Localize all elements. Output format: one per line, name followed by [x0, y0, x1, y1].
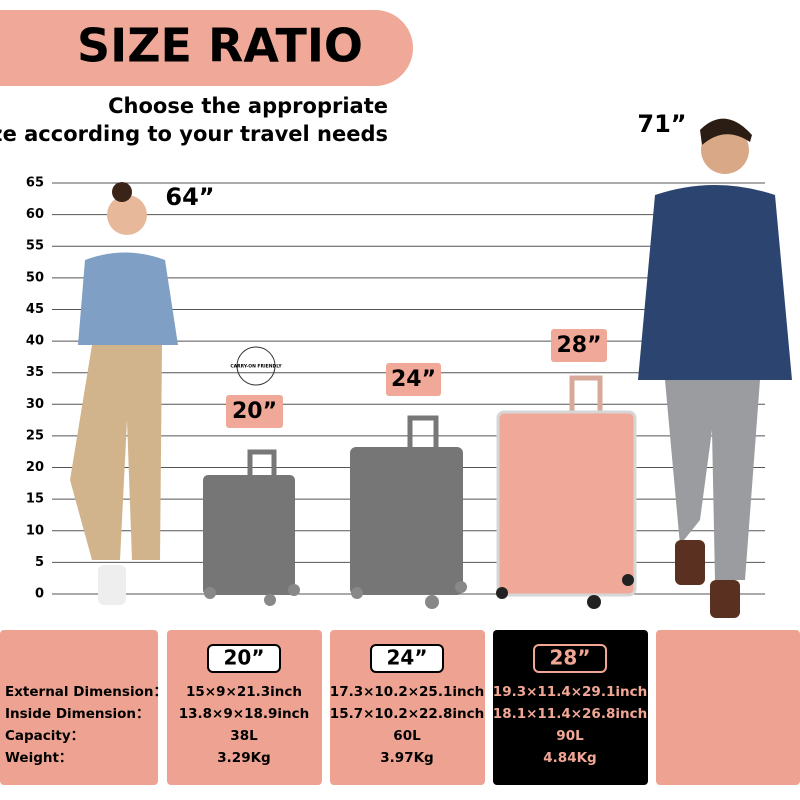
panel	[330, 630, 485, 785]
scale-label: 45	[26, 302, 44, 317]
size-box	[386, 363, 441, 396]
cell: 60L	[393, 728, 421, 744]
cell: 3.29Kg	[217, 750, 270, 766]
cell: 19.3×11.4×29.1inch	[493, 684, 647, 700]
scale-label: 50	[26, 270, 44, 285]
row-label: External Dimension：	[5, 684, 167, 700]
woman	[70, 182, 178, 605]
cell: 15.7×10.2×22.8inch	[330, 706, 484, 722]
subtitle: size according to your travel needs	[0, 122, 388, 146]
scale-label: 10	[26, 523, 44, 538]
scale-label: 0	[35, 587, 44, 602]
scale-label: 20	[26, 460, 44, 475]
cell: 15×9×21.3inch	[186, 684, 302, 700]
panel	[656, 630, 800, 785]
height-label: 64”	[165, 183, 214, 211]
size-header: 24”	[387, 646, 428, 670]
size-label: 28”	[556, 333, 601, 358]
scale-label: 35	[26, 365, 44, 380]
size-box	[551, 329, 607, 362]
badge: CARRY-ON FRIENDLY	[230, 364, 282, 370]
table: External Dimension： Inside Dimension： Capa…	[5, 644, 647, 766]
title-pill	[0, 10, 413, 86]
scale-label: 15	[26, 492, 44, 507]
scale-label: 60	[26, 207, 44, 222]
size-box	[226, 395, 283, 428]
size-header-box	[370, 644, 444, 673]
suitcase-24	[350, 415, 467, 609]
size-header: 20”	[224, 646, 265, 670]
scale-label: 30	[26, 397, 44, 412]
title: SIZE RATIO	[77, 19, 363, 73]
row-label: Inside Dimension：	[5, 706, 150, 722]
badge-ring	[236, 346, 276, 386]
size-label: 24”	[391, 367, 436, 392]
cell: 3.97Kg	[380, 750, 433, 766]
scale-label: 55	[26, 239, 44, 254]
scale-label: 25	[26, 428, 44, 443]
scale-label: 65	[26, 176, 44, 191]
cell: 4.84Kg	[543, 750, 596, 766]
panel	[0, 630, 158, 785]
cell: 18.1×11.4×26.8inch	[493, 706, 647, 722]
cell: 38L	[230, 728, 258, 744]
cell: 13.8×9×18.9inch	[179, 706, 310, 722]
subtitle: Choose the appropriate	[108, 94, 388, 118]
size-header-box	[207, 644, 281, 673]
panel	[493, 630, 648, 785]
suitcase-28	[496, 375, 637, 609]
suitcase-20	[203, 449, 300, 606]
panel	[167, 630, 322, 785]
size-label: 20”	[232, 399, 277, 424]
size-labels: 20” 24” 28”	[226, 329, 607, 428]
man	[638, 118, 792, 618]
row-label: Weight：	[5, 750, 72, 766]
scale-label: 5	[35, 555, 44, 570]
size-header-box	[533, 644, 607, 673]
height-label: 71”	[637, 110, 686, 138]
size-header: 28”	[550, 646, 591, 670]
scale-label: 40	[26, 334, 44, 349]
cell: 17.3×10.2×25.1inch	[330, 684, 484, 700]
cell: 90L	[556, 728, 584, 744]
row-label: Capacity：	[5, 728, 84, 744]
